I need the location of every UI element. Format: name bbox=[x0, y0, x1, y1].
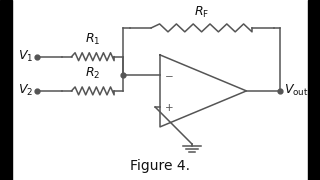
Text: $-$: $-$ bbox=[164, 70, 173, 80]
Text: $R_2$: $R_2$ bbox=[85, 66, 100, 81]
Text: $R_\mathrm{F}$: $R_\mathrm{F}$ bbox=[194, 5, 209, 20]
Text: $V_1$: $V_1$ bbox=[18, 49, 34, 64]
Text: $+$: $+$ bbox=[164, 102, 173, 113]
Text: $V_\mathrm{out}$: $V_\mathrm{out}$ bbox=[284, 83, 309, 98]
Text: $R_1$: $R_1$ bbox=[85, 32, 100, 47]
Text: Figure 4.: Figure 4. bbox=[130, 159, 190, 173]
Text: $V_2$: $V_2$ bbox=[19, 83, 34, 98]
